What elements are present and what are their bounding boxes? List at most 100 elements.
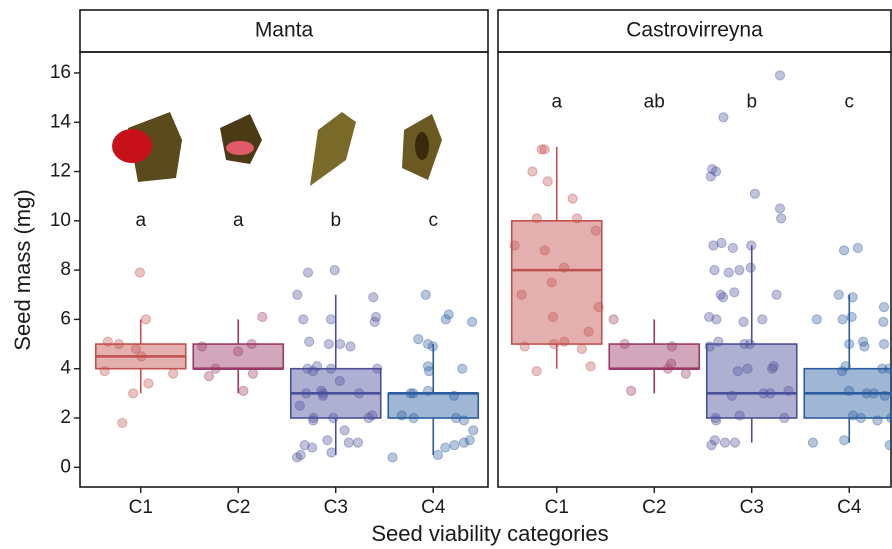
data-point bbox=[847, 292, 858, 303]
data-point bbox=[839, 435, 850, 446]
data-point bbox=[370, 311, 382, 323]
seed-photo bbox=[220, 114, 262, 164]
data-point bbox=[775, 213, 787, 224]
data-point bbox=[257, 311, 268, 323]
seed-photo bbox=[128, 112, 182, 182]
strip-title: Manta bbox=[255, 19, 314, 42]
data-point bbox=[884, 440, 892, 451]
y-tick-label: 4 bbox=[60, 358, 71, 379]
y-tick-label: 0 bbox=[60, 456, 71, 477]
data-point bbox=[542, 176, 553, 187]
data-point bbox=[715, 289, 726, 300]
data-point bbox=[420, 289, 431, 300]
data-point bbox=[718, 112, 729, 123]
data-point bbox=[703, 311, 715, 323]
box bbox=[705, 343, 798, 419]
data-point bbox=[449, 440, 460, 451]
data-point bbox=[539, 144, 550, 155]
box bbox=[387, 392, 480, 419]
data-point bbox=[811, 314, 822, 325]
significance-letter: ab bbox=[644, 92, 665, 113]
y-axis-label: Seed mass (mg) bbox=[10, 189, 35, 350]
data-point bbox=[711, 314, 722, 325]
y-tick-label: 8 bbox=[60, 259, 71, 280]
data-point bbox=[749, 188, 761, 199]
data-point bbox=[729, 437, 741, 448]
y-tick-label: 14 bbox=[50, 111, 72, 132]
data-point bbox=[859, 341, 870, 352]
data-point bbox=[705, 171, 716, 182]
data-point bbox=[334, 375, 345, 387]
y-tick-label: 12 bbox=[50, 161, 71, 182]
data-point bbox=[729, 287, 740, 298]
data-point bbox=[345, 341, 356, 352]
y-tick-label: 6 bbox=[60, 308, 71, 329]
data-point bbox=[117, 417, 128, 429]
x-tick-label: C1 bbox=[545, 497, 569, 518]
data-point bbox=[846, 311, 857, 323]
data-point bbox=[294, 400, 305, 411]
x-tick-label: C3 bbox=[324, 497, 348, 518]
box bbox=[510, 220, 603, 345]
data-point bbox=[516, 289, 527, 300]
data-point bbox=[295, 449, 306, 461]
data-point bbox=[708, 240, 719, 251]
data-point bbox=[247, 368, 259, 379]
data-point bbox=[307, 442, 318, 453]
data-point bbox=[768, 361, 779, 372]
data-point bbox=[443, 309, 454, 320]
data-point bbox=[440, 314, 451, 325]
data-point bbox=[134, 267, 146, 278]
data-point bbox=[547, 311, 559, 323]
data-point bbox=[706, 440, 717, 451]
data-point bbox=[734, 265, 745, 276]
significance-letter: c bbox=[429, 210, 439, 231]
data-point bbox=[807, 437, 819, 448]
y-tick-label: 10 bbox=[50, 210, 71, 231]
data-point bbox=[878, 301, 890, 313]
data-point bbox=[707, 163, 718, 175]
seed-photo bbox=[310, 112, 356, 186]
significance-letter: b bbox=[330, 210, 341, 231]
data-point bbox=[838, 245, 850, 256]
significance-letter: a bbox=[551, 92, 562, 113]
data-point bbox=[567, 193, 578, 204]
data-point bbox=[168, 368, 179, 379]
data-point bbox=[238, 385, 249, 396]
data-point bbox=[440, 442, 451, 453]
data-point bbox=[709, 435, 720, 446]
data-point bbox=[833, 289, 844, 300]
data-point bbox=[585, 361, 596, 372]
data-point bbox=[203, 370, 215, 382]
data-point bbox=[837, 314, 848, 325]
data-point bbox=[325, 314, 337, 325]
data-point bbox=[339, 425, 350, 436]
data-point bbox=[329, 265, 340, 276]
data-point bbox=[128, 388, 139, 399]
data-point bbox=[852, 242, 863, 254]
significance-letter: a bbox=[233, 210, 244, 231]
data-point bbox=[322, 435, 333, 446]
data-point bbox=[299, 440, 310, 451]
strip-title: Castrovirreyna bbox=[626, 19, 763, 42]
y-tick-label: 2 bbox=[60, 407, 71, 428]
data-point bbox=[468, 425, 479, 436]
data-point bbox=[757, 314, 768, 325]
x-tick-label: C2 bbox=[642, 497, 666, 518]
data-point bbox=[326, 447, 337, 458]
data-point bbox=[291, 452, 303, 463]
box bbox=[608, 343, 701, 370]
data-point bbox=[732, 366, 743, 377]
x-tick-label: C1 bbox=[129, 497, 153, 518]
data-point bbox=[368, 292, 379, 303]
data-point bbox=[858, 336, 869, 347]
data-point bbox=[343, 437, 354, 448]
x-tick-label: C3 bbox=[740, 497, 764, 518]
seed-photo bbox=[415, 132, 429, 160]
data-point bbox=[458, 437, 470, 448]
significance-letter: a bbox=[135, 210, 146, 231]
data-point bbox=[716, 237, 727, 249]
data-point bbox=[576, 343, 587, 355]
data-point bbox=[233, 346, 244, 357]
x-axis-label: Seed viability categories bbox=[371, 521, 608, 546]
